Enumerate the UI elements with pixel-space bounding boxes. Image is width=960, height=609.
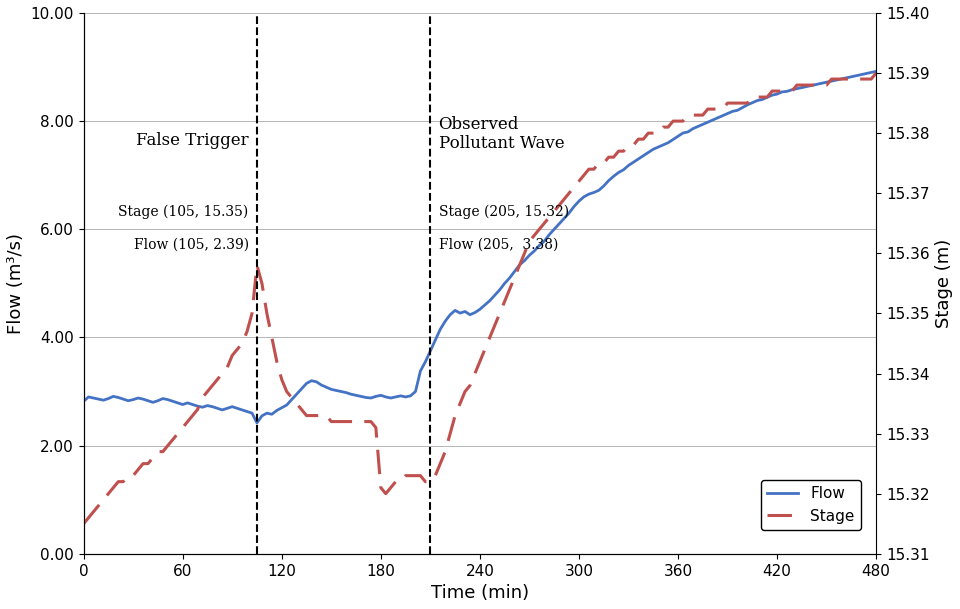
Flow	[78, 398, 89, 405]
Stage	[871, 69, 882, 77]
Legend: Flow, Stage: Flow, Stage	[761, 480, 860, 530]
Line: Flow: Flow	[84, 71, 876, 423]
Flow	[836, 76, 848, 83]
Text: Flow (105, 2.39): Flow (105, 2.39)	[133, 238, 249, 252]
Stage	[830, 76, 842, 83]
X-axis label: Time (min): Time (min)	[431, 584, 529, 602]
Flow	[742, 101, 754, 108]
Stage	[296, 406, 307, 414]
Flow	[781, 88, 793, 95]
Flow	[375, 392, 387, 399]
Text: Stage (205, 15.32): Stage (205, 15.32)	[439, 205, 568, 219]
Text: False Trigger: False Trigger	[136, 132, 249, 149]
Stage	[777, 88, 788, 95]
Y-axis label: Flow (m³/s): Flow (m³/s)	[7, 233, 25, 334]
Text: Flow (205,  3.38): Flow (205, 3.38)	[439, 238, 558, 252]
Flow	[346, 390, 357, 398]
Stage	[341, 418, 352, 425]
Text: Observed
Pollutant Wave: Observed Pollutant Wave	[439, 116, 564, 152]
Flow	[871, 68, 882, 75]
Line: Stage: Stage	[84, 73, 876, 524]
Y-axis label: Stage (m): Stage (m)	[935, 239, 953, 328]
Stage	[78, 520, 89, 527]
Flow	[300, 380, 312, 387]
Stage	[736, 99, 748, 107]
Stage	[371, 424, 382, 431]
Flow	[252, 419, 263, 426]
Text: Stage (105, 15.35): Stage (105, 15.35)	[118, 205, 249, 219]
